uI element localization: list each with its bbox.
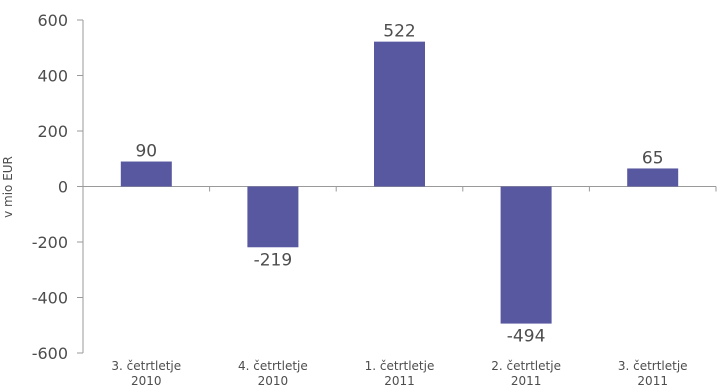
data-label: 90 (135, 142, 157, 162)
bars (120, 41, 679, 324)
bar (374, 41, 425, 187)
data-label: -494 (507, 327, 546, 347)
y-tick-label: -400 (32, 289, 68, 308)
bar (247, 186, 299, 248)
y-axis-label: v mio EUR (1, 156, 15, 218)
data-label: 522 (383, 22, 415, 42)
y-tick-label: 200 (37, 122, 68, 141)
x-category-label: 2. četrtletje 2011 (491, 359, 561, 388)
y-tick-label: -200 (32, 233, 68, 252)
category-labels: 3. četrtletje 2010 4. četrtletje 2010 1. čet… (111, 359, 687, 388)
y-axis: 600 400 200 0 -200 -400 -600 (32, 11, 84, 363)
y-tick-label: 600 (37, 11, 68, 30)
data-label: 65 (642, 148, 664, 168)
x-category-label: 4. četrtletje 2010 (238, 359, 308, 388)
x-category-label: 3. četrtletje 2011 (618, 359, 688, 388)
bar (120, 161, 172, 187)
data-labels: 90 -219 522 -494 65 (135, 22, 663, 347)
x-category-label: 3. četrtletje 2010 (111, 359, 181, 388)
y-tick-label: -600 (32, 344, 68, 363)
bar (500, 186, 552, 324)
bar (627, 168, 679, 187)
x-category-label: 1. četrtletje 2011 (365, 359, 435, 388)
y-tick-label: 400 (37, 67, 68, 86)
data-label: -219 (254, 250, 293, 270)
y-tick-label: 0 (58, 178, 68, 197)
x-axis (82, 186, 717, 192)
